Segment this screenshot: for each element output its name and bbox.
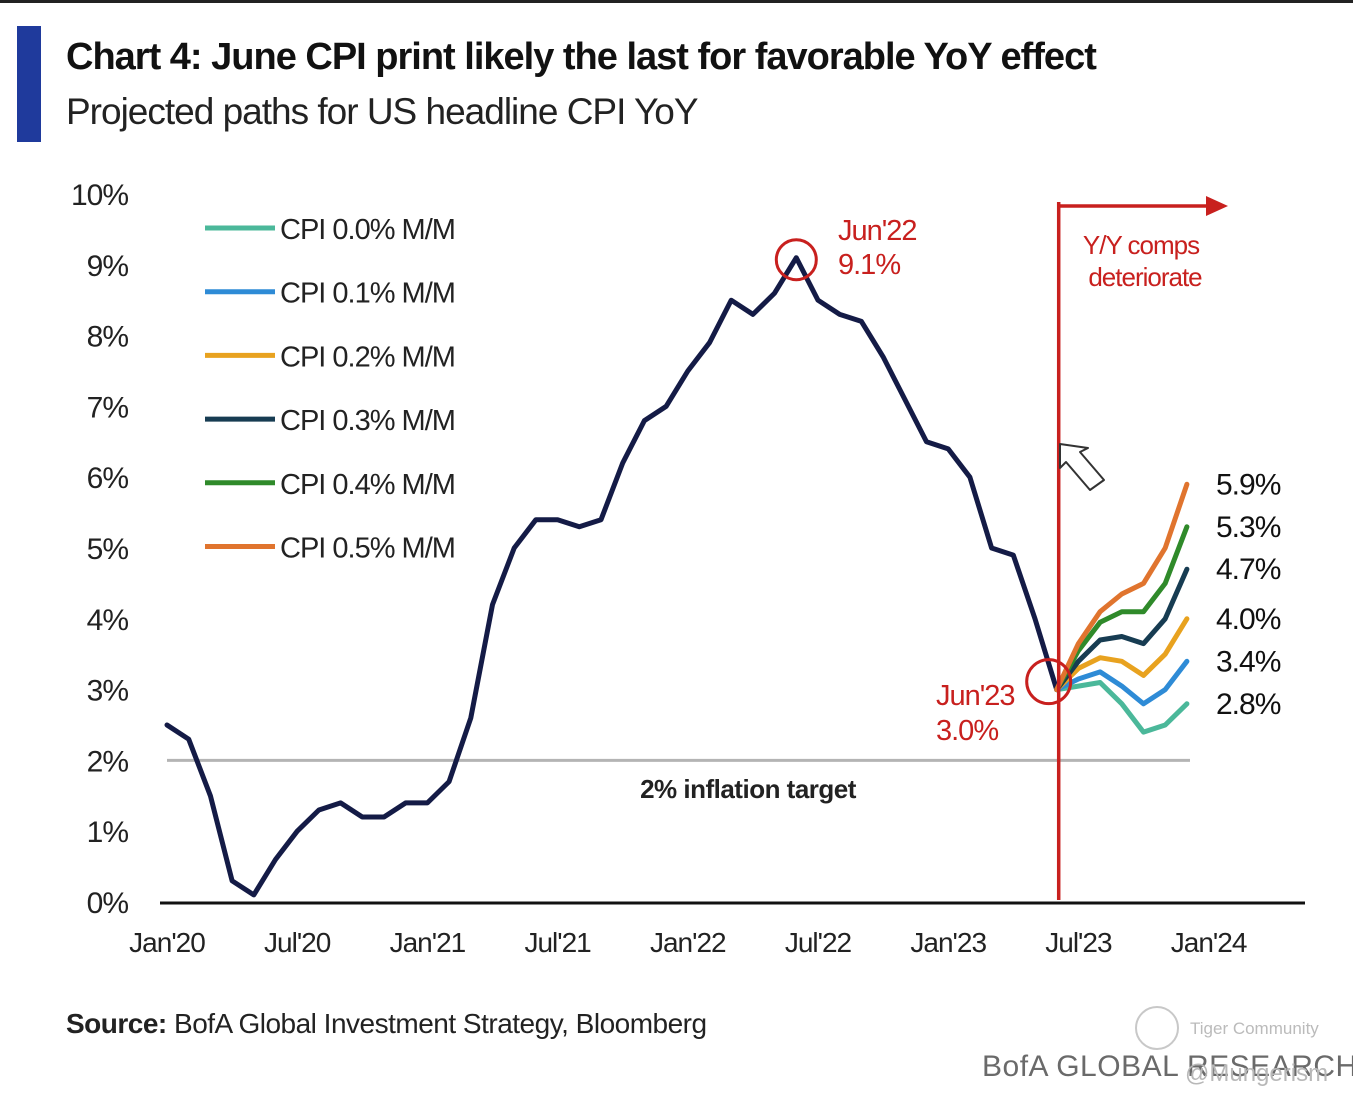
x-tick-label: Jan'21 [390,927,466,958]
comps-annotation-label2: deteriorate [1088,262,1202,292]
x-tick-label: Jan'22 [650,927,726,958]
watermark-handle: @Mungerism [1185,1060,1329,1087]
brand-label: BofA GLOBAL RESEARCH [982,1050,1353,1083]
y-tick-label: 7% [87,391,129,424]
projection-line [1054,566,1190,693]
y-tick-label: 10% [71,179,128,212]
legend-label: CPI 0.4% M/M [280,469,455,501]
series-end-label: 5.3% [1216,511,1281,544]
y-tick-label: 4% [87,604,129,637]
legend-label: CPI 0.0% M/M [280,214,455,246]
projection-line [1054,658,1190,707]
title-accent-bar [17,26,41,142]
comps-arrowhead-icon [1206,196,1228,216]
y-tick-label: 0% [87,887,129,920]
top-rule [0,0,1353,3]
chart-title: Chart 4: June CPI print likely the last … [66,36,1097,78]
peak-marker-circle [774,238,818,282]
chart-subtitle: Projected paths for US headline CPI YoY [66,91,699,132]
x-tick-label: Jul'20 [264,927,331,958]
x-tick-label: Jul'22 [785,927,852,958]
target-line-label: 2% inflation target [640,774,857,804]
projection-line [1054,680,1190,735]
latest-annotation-value: 3.0% [936,715,998,747]
x-tick-label: Jan'23 [910,927,986,958]
projection-line [1054,481,1190,693]
peak-annotation-label: Jun'22 [838,215,917,247]
watermark-text: Tiger Community [1190,1019,1319,1038]
projection-line [1054,524,1190,693]
x-tick-label: Jan'24 [1171,927,1247,958]
peak-annotation-value: 9.1% [838,249,900,281]
x-tick-label: Jan'20 [129,927,205,958]
y-tick-label: 8% [87,321,129,354]
watermark-logo-icon [1135,1006,1179,1050]
latest-annotation-label: Jun'23 [936,680,1015,712]
legend-label: CPI 0.5% M/M [280,533,455,565]
x-tick-label: Jul'21 [524,927,591,958]
latest-marker-circle [1025,658,1073,706]
source-text: BofA Global Investment Strategy, Bloombe… [174,1008,707,1039]
history-cpi-line [164,255,1060,898]
x-tick-label: Jul'23 [1045,927,1112,958]
y-tick-label: 6% [87,462,129,495]
source-note: Source: BofA Global Investment Strategy,… [66,1008,707,1040]
y-tick-label: 2% [87,745,129,778]
series-end-label: 3.4% [1216,645,1281,678]
y-tick-label: 9% [87,250,129,283]
series-end-label: 2.8% [1216,688,1281,721]
series-end-label: 4.0% [1216,603,1281,636]
legend-label: CPI 0.1% M/M [280,278,455,310]
y-tick-label: 3% [87,675,129,708]
series-end-label: 4.7% [1216,553,1281,586]
projection-line [1054,616,1190,693]
legend-label: CPI 0.3% M/M [280,405,455,437]
mouse-cursor-icon [1059,443,1105,491]
comps-annotation-label: Y/Y comps [1083,230,1200,260]
source-label: Source: [66,1008,167,1039]
series-end-label: 5.9% [1216,468,1281,501]
y-tick-label: 1% [87,816,129,849]
legend-label: CPI 0.2% M/M [280,341,455,373]
y-tick-label: 5% [87,533,129,566]
